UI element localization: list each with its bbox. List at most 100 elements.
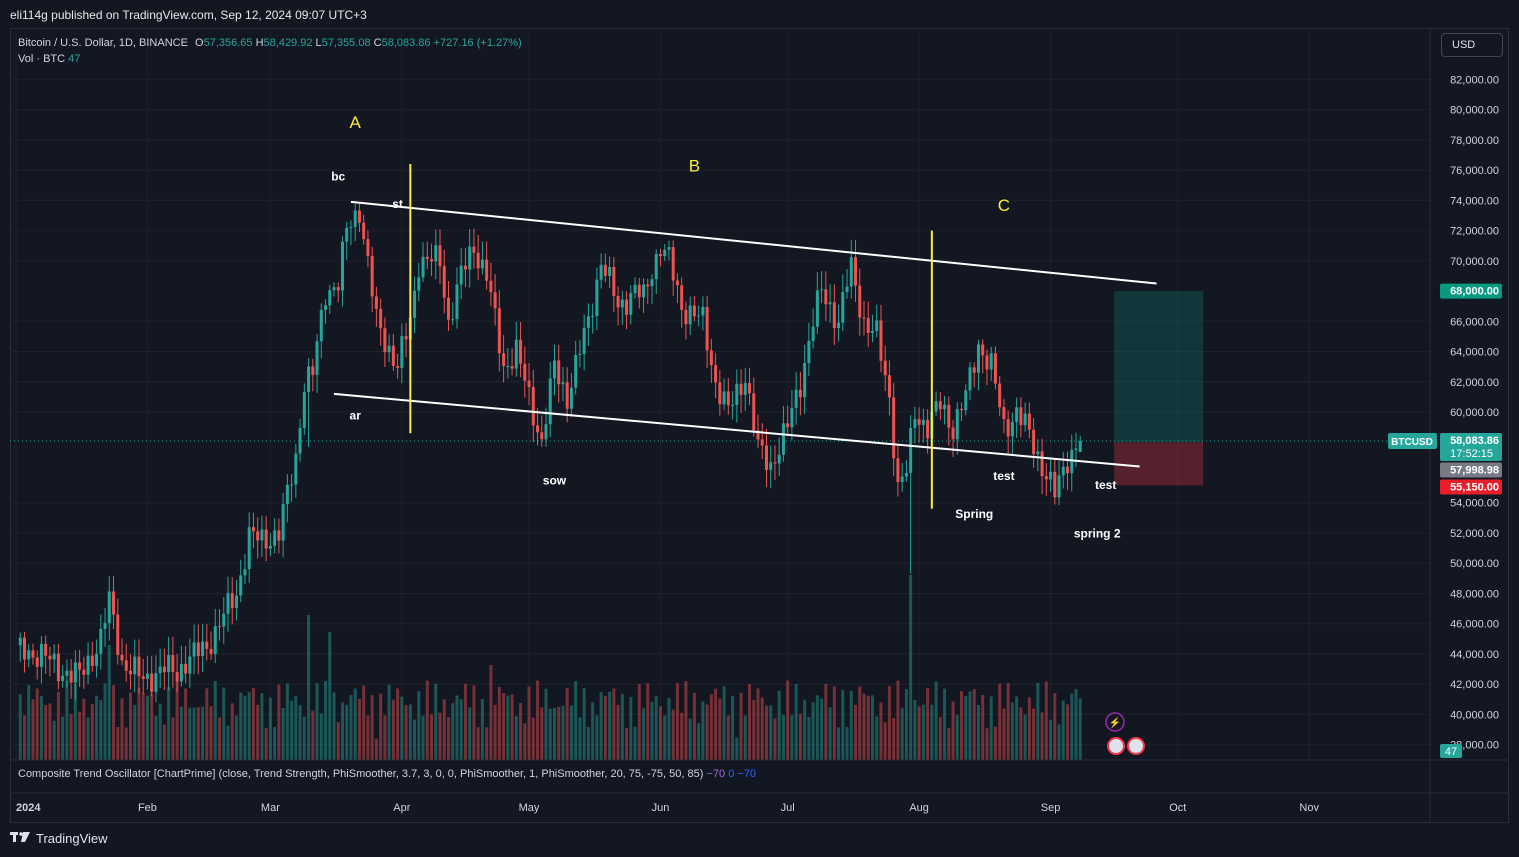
volume-bar [569,705,573,760]
x-tick-label: Oct [1169,802,1186,814]
candle-body [349,226,353,228]
candle-body [743,383,747,395]
volume-bar [951,701,955,760]
candle [141,658,145,695]
volume-bar [921,704,925,760]
volume-label[interactable]: Vol · BTC [18,53,66,65]
volume-bar [557,706,561,760]
candle-body [591,315,595,317]
symbol-title[interactable]: Bitcoin / U.S. Dollar, 1D, BINANCE [18,37,188,49]
candle [820,271,824,304]
candle-body [362,222,366,240]
candle-body [870,331,874,334]
candle [620,290,624,325]
candle [612,256,616,312]
candle-body [938,401,942,410]
candle [544,407,548,447]
volume-bar [1036,682,1040,760]
candle-body [603,264,607,276]
candle [862,300,866,336]
volume-bar [760,697,764,760]
candle-body [726,391,730,406]
candle [943,395,947,425]
high-value: 58,429.92 [263,37,313,49]
volume-bar [65,680,69,760]
footer-brand[interactable]: TradingView [36,831,108,846]
volume-bar [353,688,357,760]
volume-bar [616,704,620,760]
candle-body [697,315,701,317]
candle-body [913,419,917,428]
candle [718,370,722,416]
volume-bar [319,713,323,760]
volume-bar [141,692,145,760]
candle [201,624,205,672]
volume-bar [510,694,514,760]
volume-bar [709,694,713,760]
y-tick-label: 60,000.00 [1450,407,1499,419]
candle [493,274,497,326]
volume-bar [989,696,993,760]
candle [18,632,22,663]
candle [442,249,446,314]
candle [264,516,268,562]
x-axis: 2024 Feb Mar Apr May Jun Jul Aug Sep Oct Nov [16,802,1319,814]
candle-body [943,404,947,410]
candles [18,202,1082,703]
oscillator-legend[interactable]: Composite Trend Oscillator [ChartPrime] … [18,768,756,780]
candle [243,553,247,584]
volume-bar [247,692,251,760]
volume-bar [586,726,590,760]
candle-body [625,299,629,315]
volume-bar [887,686,891,760]
candle [798,371,802,416]
volume-bar [31,699,35,760]
candle [430,243,434,277]
volume-bar [548,708,552,760]
candle-body [472,246,476,253]
candle-body [400,336,404,368]
candle [625,291,629,330]
volume-bar [1019,707,1023,760]
candle [417,262,421,302]
candle [158,648,162,689]
candle [858,268,862,336]
volume-bar [387,684,391,760]
candle-body [976,344,980,373]
y-axis: 82,000.00 80,000.00 78,000.00 76,000.00 74,0… [1450,74,1499,751]
candle [811,308,815,349]
candle [48,646,52,677]
volume-bar [485,727,489,760]
volume-bar [425,680,429,760]
volume-bar [205,688,209,760]
candle-body [379,308,383,329]
candle-body [557,360,561,385]
candle-body [981,344,985,356]
candle [807,322,811,377]
volume-bar [438,712,442,760]
candle-body [1066,466,1070,474]
volume-bar [870,695,874,760]
currency-button[interactable]: USD [1441,33,1503,57]
volume-bar [777,690,781,760]
volume-bar [154,715,158,760]
candle-body [684,309,688,325]
volume-bars [18,575,1082,760]
volume-bar [171,717,175,760]
volume-bar [332,692,336,760]
candle-body [65,670,69,676]
volume-bar [1066,704,1070,760]
volume-bar [137,687,141,760]
x-tick-label: Nov [1299,802,1319,814]
candle-body [468,246,472,270]
volume-bar [1061,700,1065,760]
candle-body [858,285,862,318]
volume-bar [536,680,540,760]
volume-bar [404,705,408,760]
volume-bar [128,692,132,760]
price-label-tag [1440,283,1502,299]
candle [849,239,853,299]
volume-bar [179,706,183,760]
candle-body [612,267,616,296]
